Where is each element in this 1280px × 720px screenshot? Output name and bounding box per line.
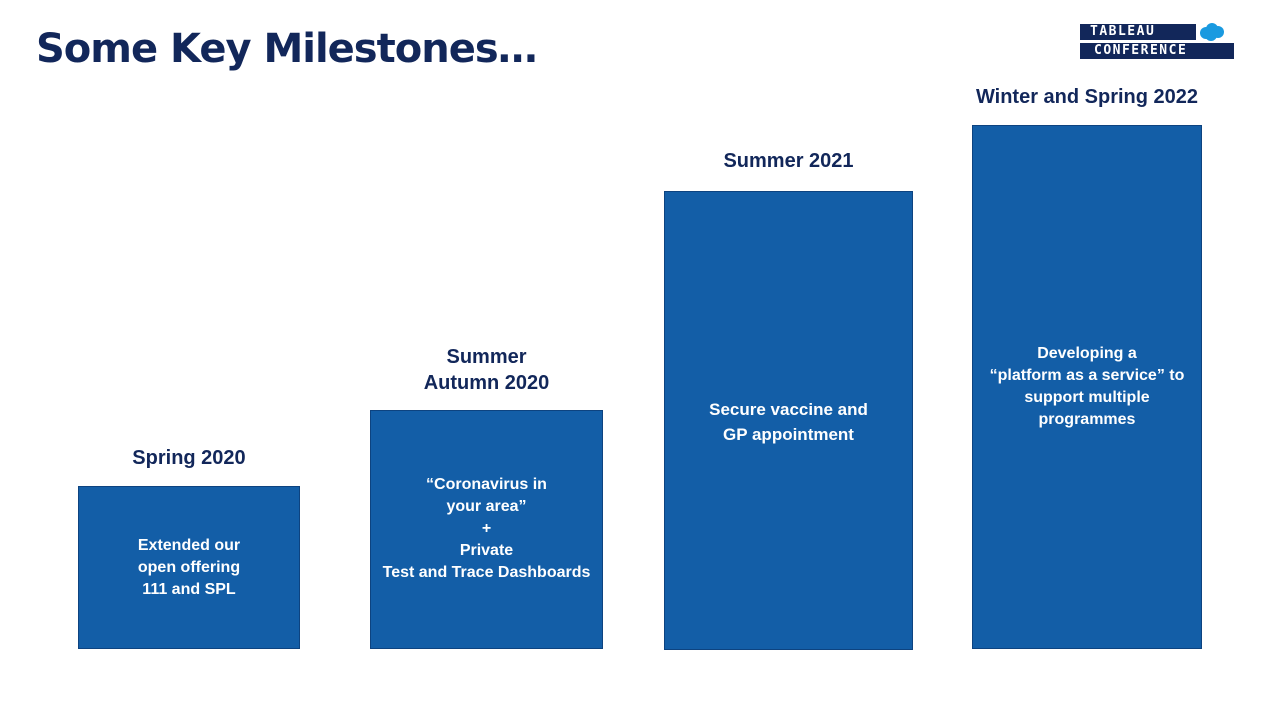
salesforce-cloud-icon — [1200, 23, 1224, 41]
tableau-conference-logo: TABLEAU CONFERENCE — [1080, 22, 1234, 62]
milestone-description: Secure vaccine and GP appointment — [709, 400, 868, 444]
milestone-period-label: Summer Autumn 2020 — [423, 346, 550, 394]
logo-line-conference: CONFERENCE — [1080, 43, 1234, 59]
milestone-description: “Coronavirus in your area” + Private Tes… — [382, 476, 591, 581]
milestone-description: Developing a “platform as a service” to … — [989, 345, 1185, 428]
milestone-description: Extended our open offering 111 and SPL — [137, 537, 241, 598]
milestone-period-label: Summer 2021 — [723, 150, 854, 172]
logo-line-tableau: TABLEAU — [1080, 24, 1196, 40]
milestone-box: Developing a “platform as a service” to … — [972, 125, 1202, 649]
milestone-period-label: Winter and Spring 2022 — [975, 86, 1199, 108]
milestone-box: Extended our open offering 111 and SPL — [78, 486, 300, 649]
milestone-box: “Coronavirus in your area” + Private Tes… — [370, 410, 603, 649]
slide-title: Some Key Milestones… — [36, 26, 538, 72]
milestone-box: Secure vaccine and GP appointment — [664, 191, 913, 650]
milestone-period-label: Spring 2020 — [132, 447, 246, 469]
